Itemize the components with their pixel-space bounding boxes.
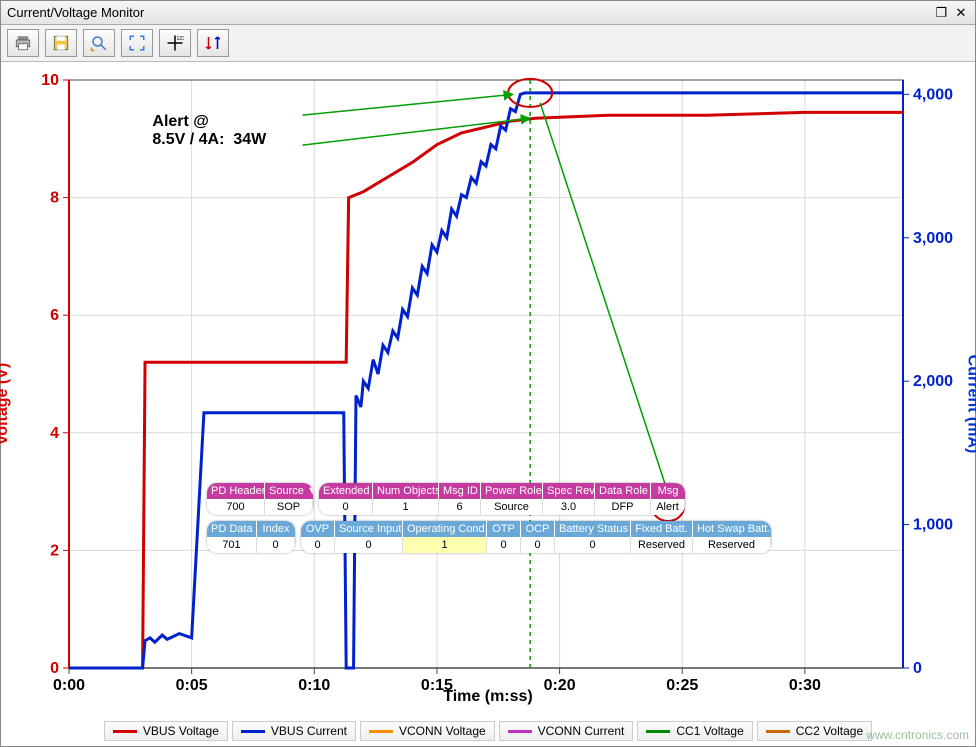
pd-header-cell: Data Role bbox=[595, 483, 651, 499]
svg-text:0:30: 0:30 bbox=[789, 677, 821, 694]
pd-header-cell: Fixed Batt. bbox=[631, 521, 693, 537]
pd-header-cell: OVP bbox=[301, 521, 335, 537]
toolbar-save-button[interactable] bbox=[45, 29, 77, 57]
pd-value-cell: 0 bbox=[555, 537, 631, 553]
pd-value-cell: DFP bbox=[595, 499, 651, 515]
svg-text:0:05: 0:05 bbox=[176, 677, 208, 694]
pd-header-cell: Operating Cond. bbox=[403, 521, 487, 537]
alert-annotation: Alert @ 8.5V / 4A: 34W bbox=[152, 113, 266, 149]
legend-label: VBUS Voltage bbox=[143, 724, 219, 738]
legend-swatch bbox=[646, 730, 670, 733]
pd-value-cell: 0 bbox=[301, 537, 335, 553]
toolbar: 123 bbox=[1, 25, 975, 62]
pd-header-cell: Battery Status bbox=[555, 521, 631, 537]
pd-value-cell: 1 bbox=[373, 499, 439, 515]
svg-text:6: 6 bbox=[50, 307, 59, 324]
pd-header-cell: PD Header bbox=[207, 483, 265, 499]
svg-text:3,000: 3,000 bbox=[913, 230, 953, 247]
pd-header-cell: Msg bbox=[651, 483, 685, 499]
toolbar-zoom-xy-button[interactable] bbox=[83, 29, 115, 57]
pd-value-cell: 0 bbox=[521, 537, 555, 553]
pd-value-cell: 700 bbox=[207, 499, 265, 515]
pd-value-cell: Source bbox=[481, 499, 543, 515]
pd-value-cell: SOP bbox=[265, 499, 313, 515]
pd-header-cell: Extended bbox=[319, 483, 373, 499]
pd-value-cell: Alert bbox=[651, 499, 685, 515]
legend-item[interactable]: VCONN Voltage bbox=[360, 721, 495, 741]
legend-item[interactable]: VCONN Current bbox=[499, 721, 634, 741]
pd-value-cell: 0 bbox=[319, 499, 373, 515]
pd-header-cell: Num Objects bbox=[373, 483, 439, 499]
pd-value-cell: 701 bbox=[207, 537, 257, 553]
svg-text:0:20: 0:20 bbox=[544, 677, 576, 694]
legend-label: VCONN Voltage bbox=[399, 724, 486, 738]
pd-value-cell: 3.0 bbox=[543, 499, 595, 515]
pd-value-cell: Reserved bbox=[693, 537, 771, 553]
svg-text:10: 10 bbox=[41, 72, 59, 89]
svg-text:4: 4 bbox=[50, 425, 59, 442]
svg-text:123: 123 bbox=[177, 36, 185, 42]
pd-header-cell: Source Input bbox=[335, 521, 403, 537]
legend-label: VCONN Current bbox=[538, 724, 625, 738]
svg-text:0: 0 bbox=[913, 660, 922, 677]
legend-item[interactable]: CC2 Voltage bbox=[757, 721, 872, 741]
pd-header-cell: PD Data bbox=[207, 521, 257, 537]
title-bar: Current/Voltage Monitor ❐ ✕ bbox=[1, 1, 975, 25]
legend-swatch bbox=[369, 730, 393, 733]
legend-item[interactable]: VBUS Voltage bbox=[104, 721, 228, 741]
legend-item[interactable]: VBUS Current bbox=[232, 721, 356, 741]
pd-header-cell: Msg ID bbox=[439, 483, 481, 499]
toolbar-ruler-button[interactable]: 123 bbox=[159, 29, 191, 57]
legend-label: CC1 Voltage bbox=[676, 724, 743, 738]
dock-button[interactable]: ❐ bbox=[933, 5, 949, 21]
pd-tables: PD HeaderSource ▼700SOP ExtendedNum Objec… bbox=[207, 483, 771, 553]
legend-swatch bbox=[113, 730, 137, 733]
legend-label: VBUS Current bbox=[271, 724, 347, 738]
pd-value-cell: 6 bbox=[439, 499, 481, 515]
svg-text:2: 2 bbox=[50, 542, 59, 559]
pd-header-cell: Source ▼ bbox=[265, 483, 313, 499]
window-buttons: ❐ ✕ bbox=[933, 5, 969, 21]
pd-value-cell: Reserved bbox=[631, 537, 693, 553]
pd-header-cell: OTP bbox=[487, 521, 521, 537]
svg-text:0: 0 bbox=[50, 660, 59, 677]
x-axis-label: Time (m:ss) bbox=[443, 688, 533, 706]
svg-text:0:25: 0:25 bbox=[666, 677, 698, 694]
monitor-window: Current/Voltage Monitor ❐ ✕ 123 0:00 0:05… bbox=[0, 0, 976, 747]
y-right-axis-label: Current (mA) bbox=[964, 355, 976, 454]
pd-header-cell: Index bbox=[257, 521, 295, 537]
pd-header-cell: Power Role bbox=[481, 483, 543, 499]
svg-text:0:10: 0:10 bbox=[298, 677, 330, 694]
pd-value-cell: 0 bbox=[335, 537, 403, 553]
pd-value-cell: 0 bbox=[487, 537, 521, 553]
chart-legend: VBUS Voltage VBUS Current VCONN Voltage VCO… bbox=[1, 716, 975, 746]
svg-text:4,000: 4,000 bbox=[913, 86, 953, 103]
pd-header-cell: OCP bbox=[521, 521, 555, 537]
y-left-axis-label: Voltage (V) bbox=[0, 363, 12, 445]
pd-header-cell: Spec Rev bbox=[543, 483, 595, 499]
svg-text:2,000: 2,000 bbox=[913, 373, 953, 390]
toolbar-sort-cols-button[interactable] bbox=[197, 29, 229, 57]
legend-swatch bbox=[766, 730, 790, 733]
pd-value-cell: 0 bbox=[257, 537, 295, 553]
svg-text:1,000: 1,000 bbox=[913, 517, 953, 534]
svg-text:0:00: 0:00 bbox=[53, 677, 85, 694]
legend-swatch bbox=[241, 730, 265, 733]
toolbar-printer-button[interactable] bbox=[7, 29, 39, 57]
pd-header-cell: Hot Swap Batt. bbox=[693, 521, 771, 537]
legend-swatch bbox=[508, 730, 532, 733]
svg-text:8: 8 bbox=[50, 190, 59, 207]
toolbar-zoom-fit-button[interactable] bbox=[121, 29, 153, 57]
pd-value-cell: 1 bbox=[403, 537, 487, 553]
close-button[interactable]: ✕ bbox=[953, 5, 969, 21]
legend-label: CC2 Voltage bbox=[796, 724, 863, 738]
legend-item[interactable]: CC1 Voltage bbox=[637, 721, 752, 741]
chart-area: 0:000:050:100:150:200:250:30024681001,00… bbox=[1, 62, 975, 746]
window-title: Current/Voltage Monitor bbox=[7, 5, 144, 20]
chart-svg: 0:000:050:100:150:200:250:30024681001,00… bbox=[1, 62, 975, 746]
